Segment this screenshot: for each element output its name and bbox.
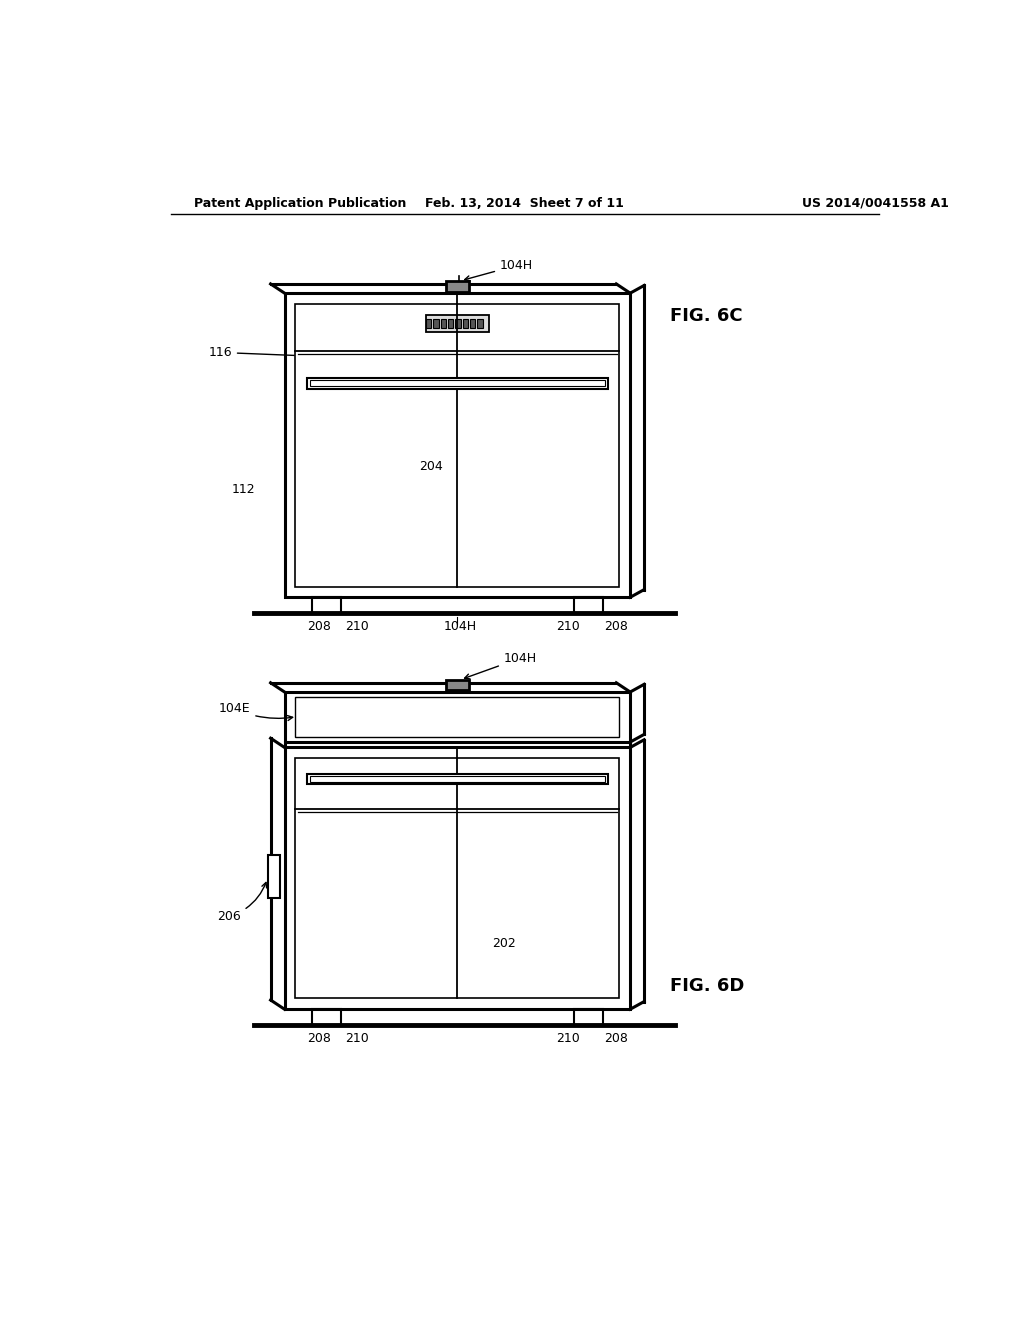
Bar <box>426 315 489 333</box>
Text: 112: 112 <box>231 483 255 496</box>
Bar <box>470 318 475 327</box>
Text: Patent Application Publication: Patent Application Publication <box>194 197 407 210</box>
Bar <box>477 318 482 327</box>
Bar <box>445 281 469 292</box>
Text: 208: 208 <box>307 620 331 634</box>
Text: 210: 210 <box>557 1032 581 1045</box>
Text: 208: 208 <box>604 1032 628 1045</box>
Polygon shape <box>270 284 630 293</box>
Bar <box>310 380 604 387</box>
Bar <box>307 774 607 784</box>
Bar <box>426 318 431 327</box>
Text: 202: 202 <box>493 937 516 950</box>
Bar <box>573 1010 603 1024</box>
Bar <box>433 318 438 327</box>
Text: FIG. 6C: FIG. 6C <box>671 308 743 325</box>
Text: 206: 206 <box>217 883 266 924</box>
Bar <box>456 318 461 327</box>
Text: 210: 210 <box>345 1032 369 1045</box>
Text: 104H: 104H <box>443 620 476 634</box>
Text: Feb. 13, 2014  Sheet 7 of 11: Feb. 13, 2014 Sheet 7 of 11 <box>425 197 625 210</box>
Text: 210: 210 <box>345 620 369 634</box>
Text: 204: 204 <box>419 459 442 473</box>
Bar <box>295 758 620 998</box>
Text: 210: 210 <box>557 620 581 634</box>
Bar <box>310 776 604 781</box>
Bar <box>447 318 454 327</box>
Text: 104E: 104E <box>219 702 293 721</box>
Text: 104H: 104H <box>465 259 534 281</box>
Text: 116: 116 <box>208 346 294 359</box>
Bar <box>267 855 280 898</box>
Bar <box>311 1010 341 1024</box>
Bar <box>573 597 603 612</box>
FancyArrowPatch shape <box>505 871 584 929</box>
Bar <box>311 597 341 612</box>
FancyArrowPatch shape <box>323 393 410 457</box>
Bar <box>445 680 469 690</box>
Bar <box>307 378 607 388</box>
Text: 104H: 104H <box>465 652 537 678</box>
Bar <box>440 318 446 327</box>
Bar <box>295 697 620 738</box>
Bar <box>285 747 630 1010</box>
Text: FIG. 6D: FIG. 6D <box>671 977 744 995</box>
Bar <box>463 318 468 327</box>
Text: US 2014/0041558 A1: US 2014/0041558 A1 <box>802 197 949 210</box>
Text: 208: 208 <box>604 620 628 634</box>
Bar <box>285 293 630 597</box>
Text: 208: 208 <box>307 1032 331 1045</box>
Bar <box>295 304 620 586</box>
Bar <box>285 692 630 742</box>
Polygon shape <box>630 285 644 597</box>
